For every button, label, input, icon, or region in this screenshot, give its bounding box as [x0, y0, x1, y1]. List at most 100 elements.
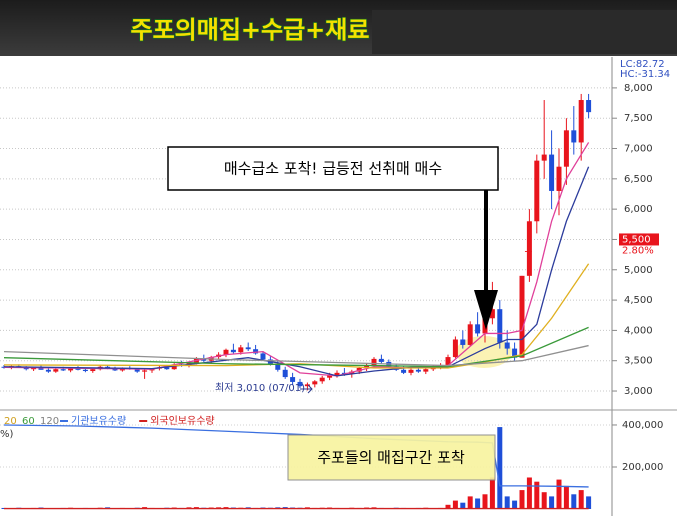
info-label: HC:-31.34 [620, 69, 670, 80]
candle-body [282, 369, 288, 378]
candle-body [504, 342, 510, 349]
candle-body [327, 375, 333, 378]
candle-body [445, 357, 451, 365]
last-price-box [619, 233, 659, 246]
candle-body [23, 367, 29, 370]
header-panel [372, 10, 677, 54]
y-tick-label: 6,500 [624, 174, 653, 185]
volume-bar [497, 427, 503, 509]
volume-bar [519, 490, 525, 509]
candle-body [75, 368, 81, 370]
volume-bar [467, 496, 473, 509]
volume-bar [541, 492, 547, 509]
volume-bar [512, 500, 518, 509]
candle-body [556, 166, 562, 191]
volume-bar [475, 498, 481, 509]
last-price-label: 5,500 [622, 234, 651, 245]
legend-label: 외국인보유수량 [150, 415, 214, 427]
candle-body [164, 367, 170, 370]
unit-label: %) [0, 429, 14, 440]
legend-label: 60 [22, 416, 35, 427]
candle-body [467, 324, 473, 345]
y-tick-label: 5,000 [624, 265, 653, 276]
volume-bar [460, 502, 466, 509]
candle-body [512, 348, 518, 358]
annotation: 매수급소 포착! 급등전 선취매 매수 [224, 160, 442, 178]
candle-body [201, 358, 207, 361]
candle-body [423, 369, 429, 372]
y-tick-label: 200,000 [622, 462, 663, 473]
candle-body [475, 324, 481, 334]
candle-body [364, 365, 370, 368]
annotation-box [167, 146, 499, 191]
volume-bar [549, 496, 555, 509]
y-tick-label: 7,000 [624, 144, 653, 155]
candle-body [401, 369, 407, 373]
candle-body [541, 154, 547, 161]
legend-label: 기관보유수량 [71, 415, 126, 427]
candle-body [230, 349, 236, 353]
y-tick-label: 4,500 [624, 295, 653, 306]
last-price-change: 2.80% [622, 245, 654, 256]
volume-bar [482, 494, 488, 509]
volume-bar [526, 477, 532, 509]
candle-body [304, 384, 310, 387]
annotation: 주포들의 매집구간 포착 [317, 449, 465, 467]
candle-body [275, 363, 281, 370]
candle-body [497, 309, 503, 343]
candle-body [90, 369, 96, 372]
candle-body [68, 368, 74, 371]
volume-bar [578, 490, 584, 509]
legend-label: 120 [40, 416, 59, 427]
arrow-head [474, 290, 498, 330]
volume-bar [445, 504, 451, 509]
candle-body [578, 100, 584, 143]
candle-body [245, 347, 251, 350]
info-label: LC:82.72 [620, 59, 665, 70]
y-tick-label: 3,500 [624, 356, 653, 367]
volume-bar [489, 477, 495, 509]
volume-bar [452, 500, 458, 509]
candle-body [134, 369, 140, 372]
volume-bar [571, 494, 577, 509]
price-panel: 3,000 3,500 4,000 4,500 5,000 5,500 6,000 6,500… [0, 83, 653, 397]
volume-bar [586, 496, 592, 509]
candle-body [571, 130, 577, 143]
volume-bar [556, 479, 562, 509]
candle-body [82, 369, 88, 372]
candle-body [60, 369, 66, 371]
candle-body [45, 369, 51, 372]
y-tick-label: 400,000 [622, 420, 663, 431]
candle-body [334, 372, 340, 376]
candle-body [223, 349, 229, 355]
candle-body [452, 339, 458, 358]
y-tick-label: 6,000 [624, 204, 653, 215]
candle-body [489, 309, 495, 319]
volume-bar [563, 485, 569, 509]
y-tick-label: 8,000 [624, 83, 653, 94]
axis-area [612, 57, 677, 516]
y-tick-label: 4,000 [624, 325, 653, 336]
candle-body [563, 130, 569, 167]
candle-body [253, 349, 259, 354]
candle-body [112, 368, 118, 371]
volume-bar [534, 481, 540, 509]
candle-body [53, 369, 59, 372]
candle-body [238, 347, 244, 353]
legend-label: 20 [4, 416, 17, 427]
line-series [3, 344, 589, 367]
y-tick-label: 3,000 [624, 386, 653, 397]
volume-bar [504, 496, 510, 509]
candle-body [378, 358, 384, 362]
y-tick-label: 7,500 [624, 113, 653, 124]
low-label: 최저 3,010 (07/01) [215, 382, 305, 394]
candle-body [38, 367, 44, 370]
candle-body [312, 381, 318, 385]
candle-body [142, 370, 148, 372]
candle-body [526, 221, 532, 276]
header-title: 주포의매집+수급+재료 [131, 16, 370, 44]
candle-body [260, 353, 266, 360]
candle-body [519, 275, 525, 358]
